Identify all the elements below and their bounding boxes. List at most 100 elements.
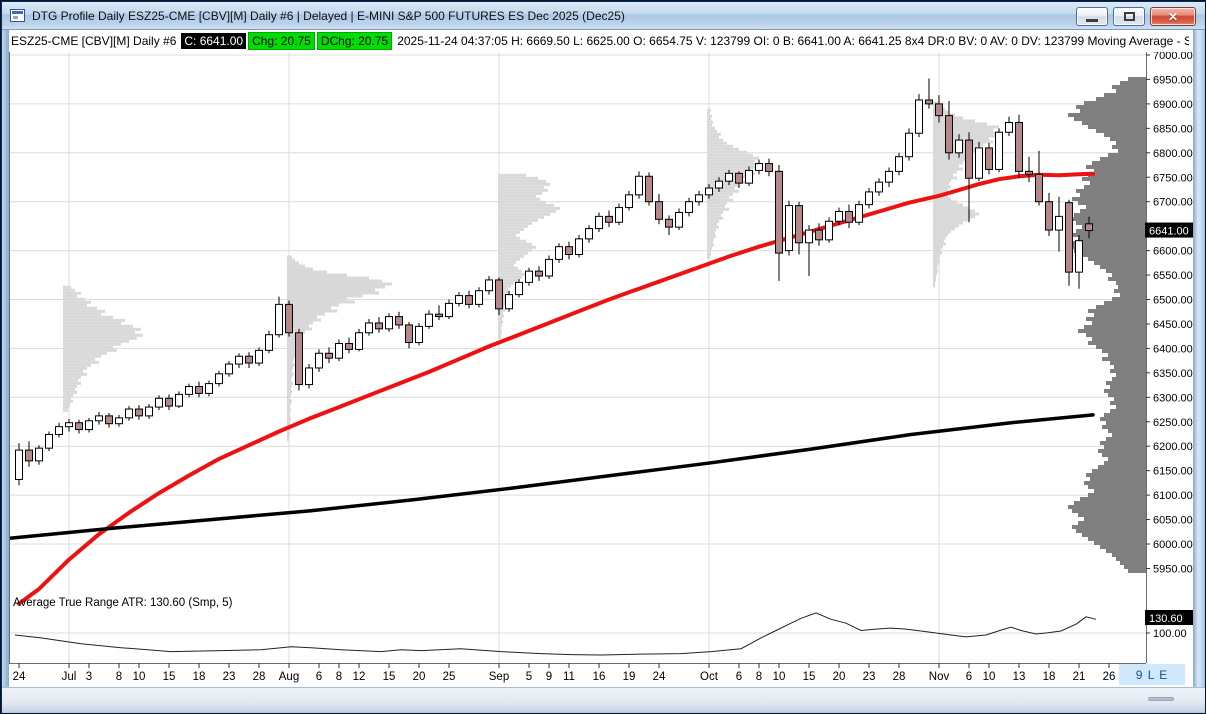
svg-text:6600.00: 6600.00: [1153, 246, 1193, 258]
candlestick: [55, 422, 63, 438]
svg-text:21: 21: [1073, 671, 1086, 683]
svg-text:7000.00: 7000.00: [1153, 52, 1193, 62]
window-right-frame: [1193, 30, 1205, 687]
close-price-badge: C: 6641.00: [181, 33, 247, 49]
candlestick: [275, 296, 283, 338]
title-bar[interactable]: DTG Profile Daily ESZ25-CME [CBV][M] Dai…: [2, 2, 1205, 30]
candlestick: [505, 290, 513, 312]
minimize-button[interactable]: [1076, 7, 1108, 26]
candlestick: [585, 225, 593, 243]
chart-window-content: ESZ25-CME [CBV][M] Daily #6 C: 6641.00 C…: [9, 30, 1193, 687]
candlestick: [835, 207, 843, 226]
svg-text:16: 16: [593, 671, 606, 683]
candlestick: [35, 445, 43, 465]
svg-text:Sep: Sep: [489, 671, 509, 683]
candlestick: [305, 364, 313, 389]
chart-canvas[interactable]: 7000.00 6950.00 6900.00 6850.00 6800.00 6750.…: [9, 52, 1193, 687]
ma_black-line: [9, 413, 1095, 540]
candlestick: [635, 171, 643, 199]
candlestick: [465, 290, 473, 309]
svg-text:6850.00: 6850.00: [1153, 123, 1193, 135]
volume-profile-jun: [63, 285, 143, 412]
candlestick: [195, 381, 203, 398]
svg-text:6500.00: 6500.00: [1153, 295, 1193, 307]
candlestick: [1015, 114, 1023, 179]
atr-study-label: Average True Range ATR: 130.60 (Smp, 5): [13, 597, 233, 609]
candlestick: [435, 305, 443, 321]
svg-text:11: 11: [563, 671, 575, 683]
candlestick: [655, 193, 663, 225]
maximize-button[interactable]: [1113, 7, 1145, 26]
candlestick: [715, 177, 723, 192]
volume-profile-composite-right: [1066, 77, 1146, 574]
svg-text:Aug: Aug: [279, 671, 299, 683]
candlestick: [475, 287, 483, 308]
candlestick: [975, 142, 983, 182]
svg-text:Oct: Oct: [700, 671, 719, 683]
svg-text:6900.00: 6900.00: [1153, 99, 1193, 111]
candlestick: [955, 134, 963, 158]
resize-grip[interactable]: [1148, 697, 1174, 701]
svg-text:6100.00: 6100.00: [1153, 490, 1193, 502]
candlestick: [1065, 199, 1073, 286]
candlestick: [295, 328, 303, 391]
candlestick: [675, 208, 683, 231]
candlestick: [845, 204, 853, 229]
candlestick: [1055, 196, 1063, 252]
candlestick: [135, 405, 143, 420]
candlestick: [1085, 216, 1093, 239]
candlestick: [15, 443, 23, 486]
svg-text:10: 10: [773, 671, 786, 683]
svg-text:6250.00: 6250.00: [1153, 417, 1193, 429]
svg-text:28: 28: [893, 671, 906, 683]
svg-text:130.60: 130.60: [1149, 613, 1183, 625]
svg-text:13: 13: [1013, 671, 1026, 683]
candlestick: [725, 169, 733, 186]
svg-text:6641.00: 6641.00: [1149, 226, 1189, 238]
svg-text:6400.00: 6400.00: [1153, 343, 1193, 355]
candlestick: [405, 321, 413, 349]
candlestick: [665, 215, 673, 235]
candlestick: [775, 165, 783, 281]
candlestick: [415, 322, 423, 346]
maximize-icon: [1123, 12, 1135, 21]
close-button[interactable]: ✕: [1150, 7, 1196, 26]
candlestick: [425, 310, 433, 329]
candlestick: [595, 212, 603, 233]
candlestick: [855, 200, 863, 226]
daily-change-badge: DChg: 20.75: [316, 32, 393, 50]
candlestick: [745, 166, 753, 187]
candlestick: [545, 255, 553, 279]
candlestick: [555, 243, 563, 263]
price-axis-labels: 7000.00 6950.00 6900.00 6850.00 6800.00 6750.…: [1146, 52, 1193, 575]
atr-axis-label: 100.00: [1146, 628, 1187, 640]
candlestick: [565, 241, 573, 260]
candlestick: [645, 172, 653, 206]
svg-text:6800.00: 6800.00: [1153, 148, 1193, 160]
candlestick: [925, 78, 933, 109]
candlestick: [915, 94, 923, 138]
candlestick: [1045, 192, 1053, 236]
svg-text:20: 20: [413, 671, 426, 683]
close-icon: ✕: [1167, 9, 1179, 24]
svg-text:26: 26: [1103, 671, 1116, 683]
candlestick: [375, 317, 383, 333]
svg-text:6450.00: 6450.00: [1153, 319, 1193, 331]
svg-text:Nov: Nov: [929, 671, 950, 683]
svg-text:28: 28: [253, 671, 266, 683]
candlestick: [1025, 156, 1033, 183]
candlestick: [895, 152, 903, 176]
candlestick: [185, 383, 193, 398]
svg-text:6350.00: 6350.00: [1153, 368, 1193, 380]
candlestick: [235, 353, 243, 368]
symbol-label: ESZ25-CME [CBV][M] Daily #6: [11, 34, 177, 48]
svg-text:19: 19: [623, 671, 636, 683]
candlestick: [75, 419, 83, 434]
candlestick: [45, 431, 53, 452]
candlestick: [525, 267, 533, 286]
candlestick: [1075, 234, 1083, 289]
candlestick: [705, 184, 713, 199]
candlestick: [85, 417, 93, 433]
candlestick: [985, 143, 993, 175]
candles-layer: [15, 78, 1093, 486]
